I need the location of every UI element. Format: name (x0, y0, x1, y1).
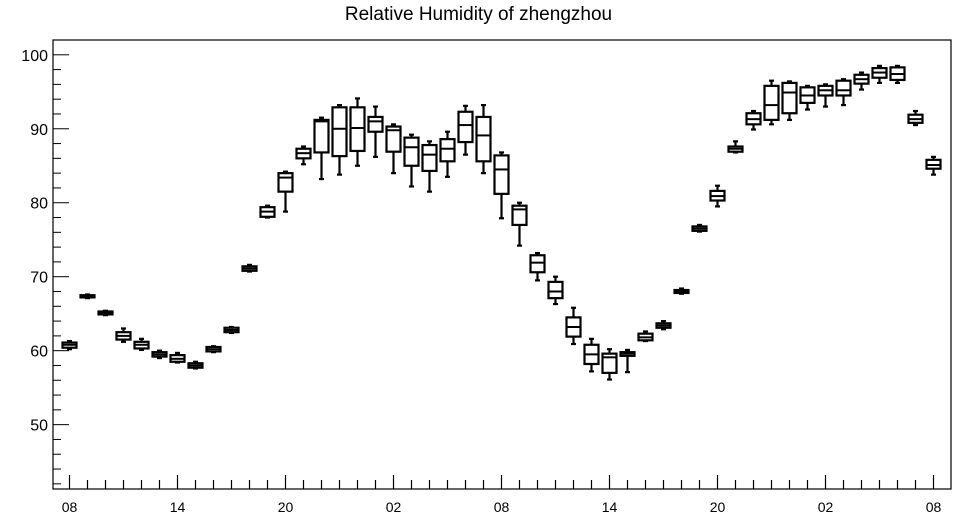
box-body (331, 106, 348, 158)
box-plot (97, 309, 114, 317)
box-body (367, 115, 384, 133)
box-body (763, 84, 780, 121)
box-plot (655, 319, 672, 331)
chart-title: Relative Humidity of zhengzhou (344, 4, 613, 25)
box-plot (601, 348, 618, 381)
plot-frame (52, 39, 952, 490)
box-plot (835, 78, 852, 107)
box-plot (259, 204, 276, 219)
box-body (349, 106, 366, 153)
box-plot (637, 330, 654, 343)
box-body (601, 352, 618, 374)
box-plot (763, 79, 780, 126)
box-plot (115, 327, 132, 343)
box-plot (79, 293, 96, 300)
box-plot (925, 155, 942, 176)
y-tick-label: 70 (30, 270, 48, 287)
box-plot (853, 71, 870, 91)
y-tick-label: 100 (21, 48, 48, 65)
y-axis: 50 60 70 80 90 100 (21, 39, 69, 485)
box-plot (691, 223, 708, 233)
x-tick-label: 02 (386, 499, 402, 515)
box-plot (781, 80, 798, 121)
box-plot (421, 140, 438, 193)
box-plot (457, 104, 474, 156)
box-plot (799, 84, 816, 111)
y-tick-label: 60 (30, 344, 48, 361)
box-plot (907, 109, 924, 127)
box-body (313, 118, 330, 154)
box-body (475, 115, 492, 163)
box-plot (331, 103, 348, 176)
box-plot (385, 123, 402, 175)
box-plot (547, 275, 564, 306)
box-plot (205, 345, 222, 354)
box-plot (367, 105, 384, 158)
x-tick-label: 20 (710, 499, 726, 515)
x-tick-label: 14 (602, 499, 618, 515)
box-body (493, 154, 510, 195)
box-body (439, 138, 456, 163)
box-body (403, 136, 420, 167)
box-plot (475, 103, 492, 175)
x-tick-label: 02 (818, 499, 834, 515)
box-plot (565, 306, 582, 346)
x-tick-label: 08 (494, 499, 510, 515)
box-plot (241, 263, 258, 273)
x-tick-label: 14 (170, 499, 186, 515)
box-plot (493, 151, 510, 220)
box-body (277, 172, 294, 193)
box-plot (169, 351, 186, 364)
box-plot (817, 83, 834, 108)
box-plot (295, 145, 312, 166)
box-plot (529, 251, 546, 282)
y-tick-label: 90 (30, 122, 48, 139)
y-tick-label: 50 (30, 418, 48, 435)
box-plot (511, 201, 528, 247)
box-plot (871, 64, 888, 85)
box-plot (61, 339, 78, 351)
box-plot (889, 64, 906, 85)
box-plot (223, 325, 240, 335)
box-plot (277, 170, 294, 213)
box-series (61, 64, 942, 381)
x-tick-label: 08 (926, 499, 942, 515)
box-body (835, 79, 852, 97)
box-plot (313, 116, 330, 181)
box-plot (619, 348, 636, 374)
box-plot (709, 184, 726, 208)
box-plot (727, 140, 744, 154)
box-body (421, 143, 438, 173)
box-plot (439, 130, 456, 178)
box-plot (133, 337, 150, 352)
box-plot (187, 360, 204, 370)
box-plot (673, 287, 690, 295)
x-tick-label: 08 (62, 499, 78, 515)
x-axis: 08 14 20 02 08 14 20 02 08 (62, 475, 942, 515)
box-plot (349, 97, 366, 167)
box-plot (583, 337, 600, 373)
box-plot (151, 349, 168, 360)
box-body (511, 204, 528, 227)
box-body (547, 280, 564, 300)
x-tick-label: 20 (278, 499, 294, 515)
box-body (529, 254, 546, 274)
box-plot (403, 133, 420, 188)
box-body (781, 81, 798, 115)
box-plot (745, 109, 762, 131)
box-body (457, 110, 474, 144)
y-tick-label: 80 (30, 196, 48, 213)
box-body (385, 125, 402, 153)
